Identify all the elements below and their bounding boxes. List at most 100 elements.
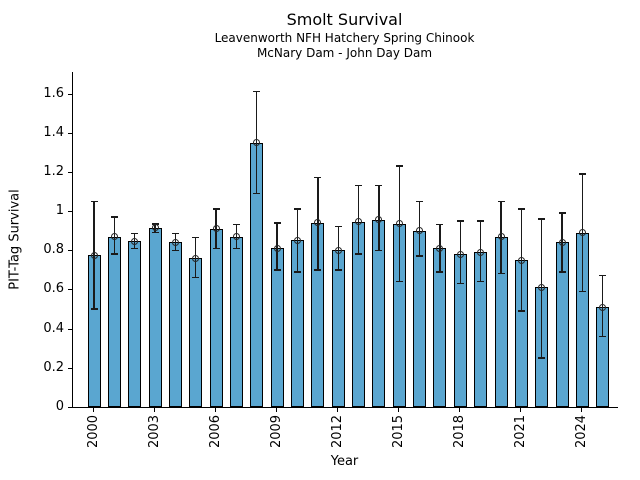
data-point-marker bbox=[334, 246, 342, 254]
error-bar-cap bbox=[314, 269, 322, 271]
data-point-marker bbox=[497, 233, 505, 241]
error-bar-cap bbox=[131, 232, 139, 235]
error-bar-cap bbox=[232, 224, 240, 226]
error-bar-cap bbox=[273, 222, 281, 224]
error-bar-cap bbox=[578, 290, 586, 293]
data-point-marker bbox=[517, 256, 525, 264]
y-tick-label: 1 bbox=[55, 203, 64, 219]
x-axis-label: Year bbox=[330, 454, 359, 469]
error-bar-cap bbox=[416, 200, 424, 202]
error-bar-cap bbox=[497, 200, 505, 202]
error-bar-cap bbox=[355, 184, 363, 187]
data-point-marker bbox=[212, 225, 220, 233]
error-bar-cap bbox=[538, 357, 546, 359]
error-bar-cap bbox=[538, 218, 546, 220]
error-bar-cap bbox=[253, 192, 261, 195]
error-bar-cap bbox=[192, 236, 200, 239]
error-bar-cap bbox=[599, 335, 607, 338]
y-tick-label: 1.2 bbox=[43, 163, 64, 179]
error-bar-cap bbox=[477, 280, 485, 283]
bar bbox=[148, 227, 162, 407]
y-tick-label: 1.6 bbox=[43, 85, 64, 101]
chart-subtitle-line1: Leavenworth NFH Hatchery Spring Chinook bbox=[214, 31, 475, 45]
error-bar-cap bbox=[375, 249, 383, 251]
error-bar-cap bbox=[192, 277, 200, 279]
error-bar-cap bbox=[416, 255, 424, 257]
data-point-marker bbox=[578, 229, 586, 237]
bar bbox=[270, 248, 284, 407]
error-bar-cap bbox=[355, 253, 363, 255]
error-bar-cap bbox=[171, 249, 179, 251]
error-bar-cap bbox=[517, 310, 525, 312]
data-point-marker bbox=[355, 218, 363, 226]
error-bar-cap bbox=[294, 271, 301, 273]
x-tick-mark bbox=[398, 408, 400, 412]
data-point-marker bbox=[151, 224, 159, 232]
error-bar-cap bbox=[171, 232, 179, 235]
error-bar-cap bbox=[456, 282, 464, 285]
data-point-marker bbox=[273, 244, 281, 252]
bar bbox=[209, 228, 223, 407]
bar bbox=[128, 241, 142, 407]
error-bar-cap bbox=[90, 308, 98, 310]
data-point-marker bbox=[131, 237, 139, 245]
error-bar-cap bbox=[558, 271, 566, 273]
x-tick-mark bbox=[459, 408, 461, 412]
x-tick-mark bbox=[154, 408, 156, 412]
data-point-marker bbox=[110, 233, 118, 241]
y-tick-mark bbox=[68, 250, 72, 252]
error-bar-cap bbox=[294, 208, 301, 210]
y-tick-mark bbox=[68, 367, 72, 369]
error-bar-cap bbox=[456, 220, 464, 222]
data-point-marker bbox=[192, 254, 200, 262]
bar bbox=[331, 250, 345, 407]
data-point-marker bbox=[436, 244, 444, 252]
error-bar-cap bbox=[375, 184, 383, 187]
bar bbox=[229, 236, 243, 407]
data-point-marker bbox=[253, 139, 261, 147]
error-bar-cap bbox=[90, 200, 98, 202]
error-bar-cap bbox=[232, 247, 240, 249]
y-tick-label: 0 bbox=[55, 399, 64, 414]
x-tick-label: 2018 bbox=[451, 414, 467, 449]
y-tick-mark bbox=[68, 211, 72, 213]
error-bar-cap bbox=[517, 208, 525, 210]
error-bar-cap bbox=[395, 280, 403, 283]
error-bar-cap bbox=[151, 223, 159, 225]
x-tick-label: 2009 bbox=[268, 414, 284, 449]
data-point-marker bbox=[375, 216, 383, 224]
y-tick-mark bbox=[68, 328, 72, 330]
y-tick-mark bbox=[68, 289, 72, 291]
error-bar-cap bbox=[151, 231, 159, 234]
data-point-marker bbox=[456, 250, 464, 258]
y-tick-mark bbox=[68, 93, 72, 95]
data-point-marker bbox=[232, 233, 240, 241]
error-bar-cap bbox=[578, 173, 586, 175]
x-tick-label: 2000 bbox=[85, 414, 101, 449]
error-bar-cap bbox=[314, 177, 322, 179]
data-point-marker bbox=[538, 283, 546, 291]
bar bbox=[168, 242, 182, 407]
x-tick-label: 2024 bbox=[573, 414, 589, 449]
bar bbox=[189, 258, 203, 407]
x-tick-label: 2012 bbox=[329, 414, 345, 449]
error-bar-cap bbox=[212, 208, 220, 210]
error-bar-cap bbox=[599, 275, 607, 277]
y-tick-mark bbox=[68, 132, 72, 134]
data-point-marker bbox=[294, 236, 301, 244]
error-bar-cap bbox=[558, 212, 566, 214]
y-axis-label: PIT-Tag Survival bbox=[7, 189, 23, 290]
error-bar-cap bbox=[497, 273, 505, 275]
x-tick-label: 2015 bbox=[390, 414, 406, 449]
x-tick-label: 2003 bbox=[146, 414, 162, 449]
data-point-marker bbox=[314, 219, 322, 227]
y-tick-label: 1.4 bbox=[43, 124, 64, 140]
y-tick-mark bbox=[68, 407, 72, 408]
y-tick-label: 0.8 bbox=[43, 242, 64, 258]
data-point-marker bbox=[90, 251, 98, 259]
error-bar-cap bbox=[436, 271, 444, 273]
y-tick-label: 0.4 bbox=[43, 320, 64, 336]
error-bar-cap bbox=[110, 253, 118, 255]
x-tick-mark bbox=[337, 408, 339, 412]
